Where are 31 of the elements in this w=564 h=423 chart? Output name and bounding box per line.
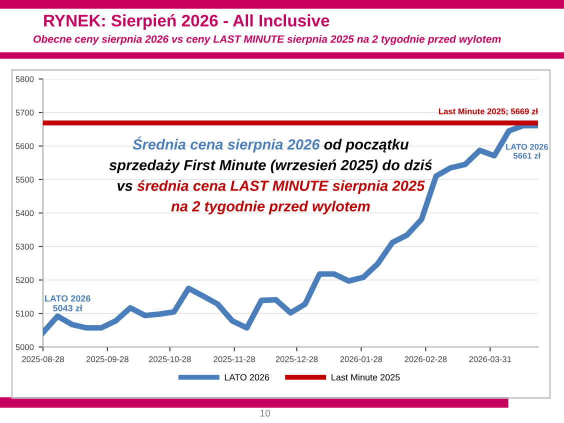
y-tick-label: 5800 <box>16 76 34 82</box>
y-tick-label: 5100 <box>16 310 34 317</box>
x-tick-label: 2025-09-28 <box>86 356 128 362</box>
annotation: Last Minute 2025; 5669 zł <box>438 108 538 116</box>
annotation: na 2 tygodnie przed wylotem <box>171 200 370 214</box>
chart-subtitle: Obecne ceny sierpnia 2026 vs ceny LAST MINUTE sierpnia 2025 na 2 tygodnie przed wylotem <box>34 35 501 45</box>
x-tick-label: 2026-03-31 <box>469 356 512 362</box>
x-tick-label: 2026-01-28 <box>340 356 382 362</box>
chart-title: RYNEK: Sierpień 2026 - All Inclusive <box>44 14 330 30</box>
y-tick-label: 5500 <box>16 176 34 183</box>
y-tick-label: 5000 <box>16 344 34 350</box>
annotation: LATO 2026 5661 zł <box>506 144 548 159</box>
legend-label: Last Minute 2025 <box>332 374 400 381</box>
x-tick-label: 2026-02-28 <box>404 356 447 362</box>
annotation: LATO 2026 5043 zł <box>44 295 90 312</box>
text: 10 <box>260 410 270 417</box>
annotation: sprzedaży First Minute (wrzesień 2025) do dziś <box>109 159 432 174</box>
legend-label: LATO 2026 <box>224 374 270 381</box>
y-tick-label: 5400 <box>16 210 34 216</box>
annotation: Średnia cena sierpnia 2026 <box>132 136 320 152</box>
annotation: od początku <box>324 138 409 152</box>
y-tick-label: 5300 <box>16 244 34 250</box>
y-tick-label: 5700 <box>16 110 34 116</box>
y-tick-label: 5200 <box>16 277 34 284</box>
x-tick-label: 2025-10-28 <box>148 356 191 362</box>
y-tick-label: 5600 <box>16 143 34 150</box>
x-tick-label: 2025-12-28 <box>276 356 318 362</box>
x-tick-label: 2025-08-28 <box>22 356 64 362</box>
annotation: vs <box>118 182 132 191</box>
x-tick-label: 2025-11-28 <box>214 356 255 362</box>
annotation: średnia cena LAST MINUTE sierpnia 2025 <box>137 180 425 194</box>
